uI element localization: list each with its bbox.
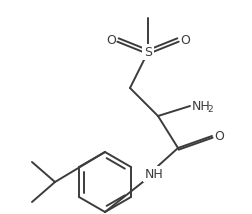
Text: O: O [214, 129, 224, 143]
Text: O: O [106, 34, 116, 46]
Text: O: O [180, 34, 190, 46]
Text: S: S [144, 46, 152, 58]
Text: NH: NH [192, 100, 211, 113]
Text: NH: NH [145, 168, 163, 180]
Text: 2: 2 [207, 104, 213, 113]
